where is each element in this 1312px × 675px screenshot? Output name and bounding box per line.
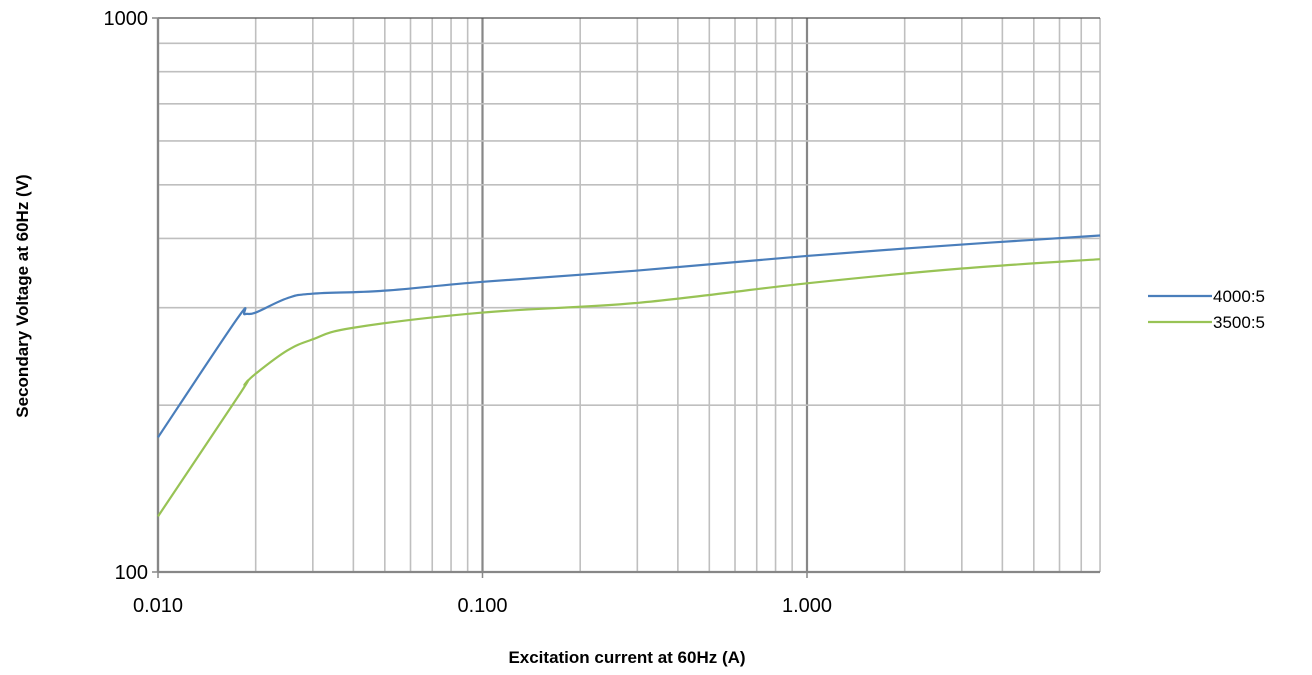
- x-tick-label: 0.010: [133, 595, 183, 617]
- x-axis-title: Excitation current at 60Hz (A): [508, 648, 745, 667]
- legend-label: 4000:5: [1213, 287, 1265, 306]
- series-line-3500-5: [157, 258, 1101, 518]
- x-tick-label: 1.000: [782, 595, 832, 617]
- legend: 4000:5 3500:5: [1148, 287, 1265, 332]
- tick-labels: 100 1000 0.010 0.100 1.000: [104, 8, 833, 617]
- y-tick-label: 100: [115, 562, 148, 584]
- axes: [152, 17, 1100, 578]
- legend-label: 3500:5: [1213, 313, 1265, 332]
- series-lines: [157, 234, 1101, 518]
- y-tick-label: 1000: [104, 8, 149, 30]
- x-tick-label: 0.100: [457, 595, 507, 617]
- y-axis-title: Secondary Voltage at 60Hz (V): [13, 174, 32, 417]
- series-line-4000-5: [157, 234, 1101, 438]
